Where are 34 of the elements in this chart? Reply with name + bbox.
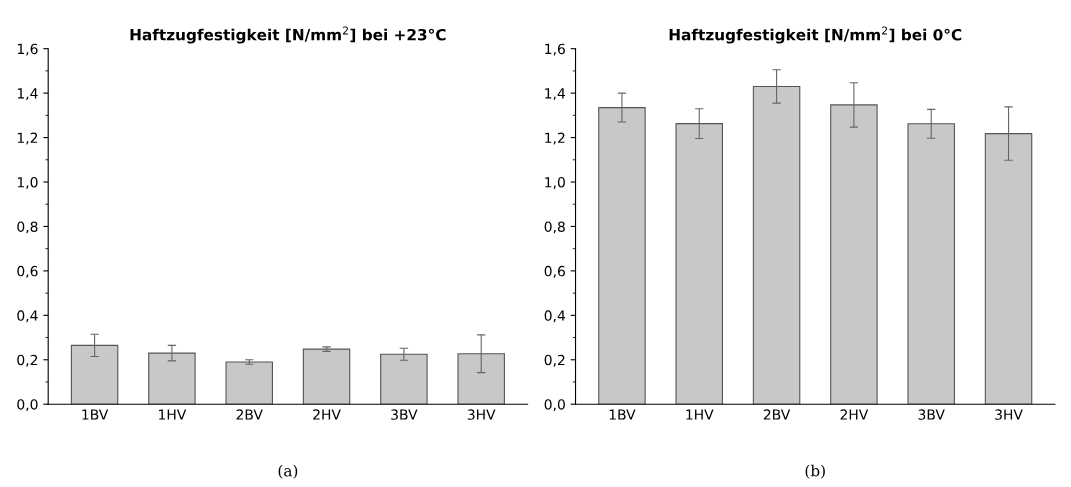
y-tick-label: 1,4 bbox=[17, 88, 38, 101]
chart-title: Haftzugfestigkeit [N/mm$^{2}$] bei +23°C bbox=[130, 26, 446, 44]
y-tick-label: 1,0 bbox=[17, 176, 38, 189]
y-tick-label: 0,4 bbox=[544, 310, 566, 323]
y-tick-label: 0,8 bbox=[17, 221, 38, 234]
x-tick-label: 1HV bbox=[686, 409, 714, 420]
y-tick-label: 1,0 bbox=[545, 176, 565, 189]
y-tick-label: 0,6 bbox=[17, 265, 38, 278]
x-tick-label: 1BV bbox=[82, 409, 109, 420]
y-tick-label: 0,2 bbox=[17, 354, 38, 367]
y-tick-label: 0,8 bbox=[544, 221, 565, 234]
x-tick-label: 3HV bbox=[467, 409, 496, 420]
y-tick-label: 0,0 bbox=[544, 399, 565, 412]
y-tick-label: 0,0 bbox=[17, 399, 38, 412]
x-tick-label: 2BV bbox=[763, 409, 791, 420]
x-tick-label: 3HV bbox=[995, 409, 1023, 420]
y-tick-label: 1,2 bbox=[17, 132, 38, 145]
x-tick-label: 3BV bbox=[918, 409, 945, 420]
x-tick-label: 2HV bbox=[313, 409, 341, 420]
chart-title: Haftzugfestigkeit [N/mm$^{2}$] bei 0°C bbox=[669, 26, 962, 44]
text: (a) bbox=[278, 464, 298, 479]
y-tick-label: 1,2 bbox=[545, 132, 565, 145]
y-tick-label: 0,4 bbox=[17, 310, 38, 323]
y-tick-label: 0,2 bbox=[544, 354, 565, 367]
x-tick-label: 1BV bbox=[609, 409, 636, 420]
x-tick-label: 3BV bbox=[391, 409, 418, 420]
y-tick-label: 1,6 bbox=[545, 43, 565, 56]
x-tick-label: 1HV bbox=[159, 409, 187, 420]
text: (b) bbox=[805, 464, 825, 479]
y-tick-label: 0,6 bbox=[544, 265, 565, 278]
y-tick-label: 1,6 bbox=[17, 43, 38, 56]
y-tick-label: 1,4 bbox=[545, 88, 566, 101]
x-tick-label: 2HV bbox=[840, 409, 869, 420]
x-tick-label: 2BV bbox=[236, 409, 263, 420]
